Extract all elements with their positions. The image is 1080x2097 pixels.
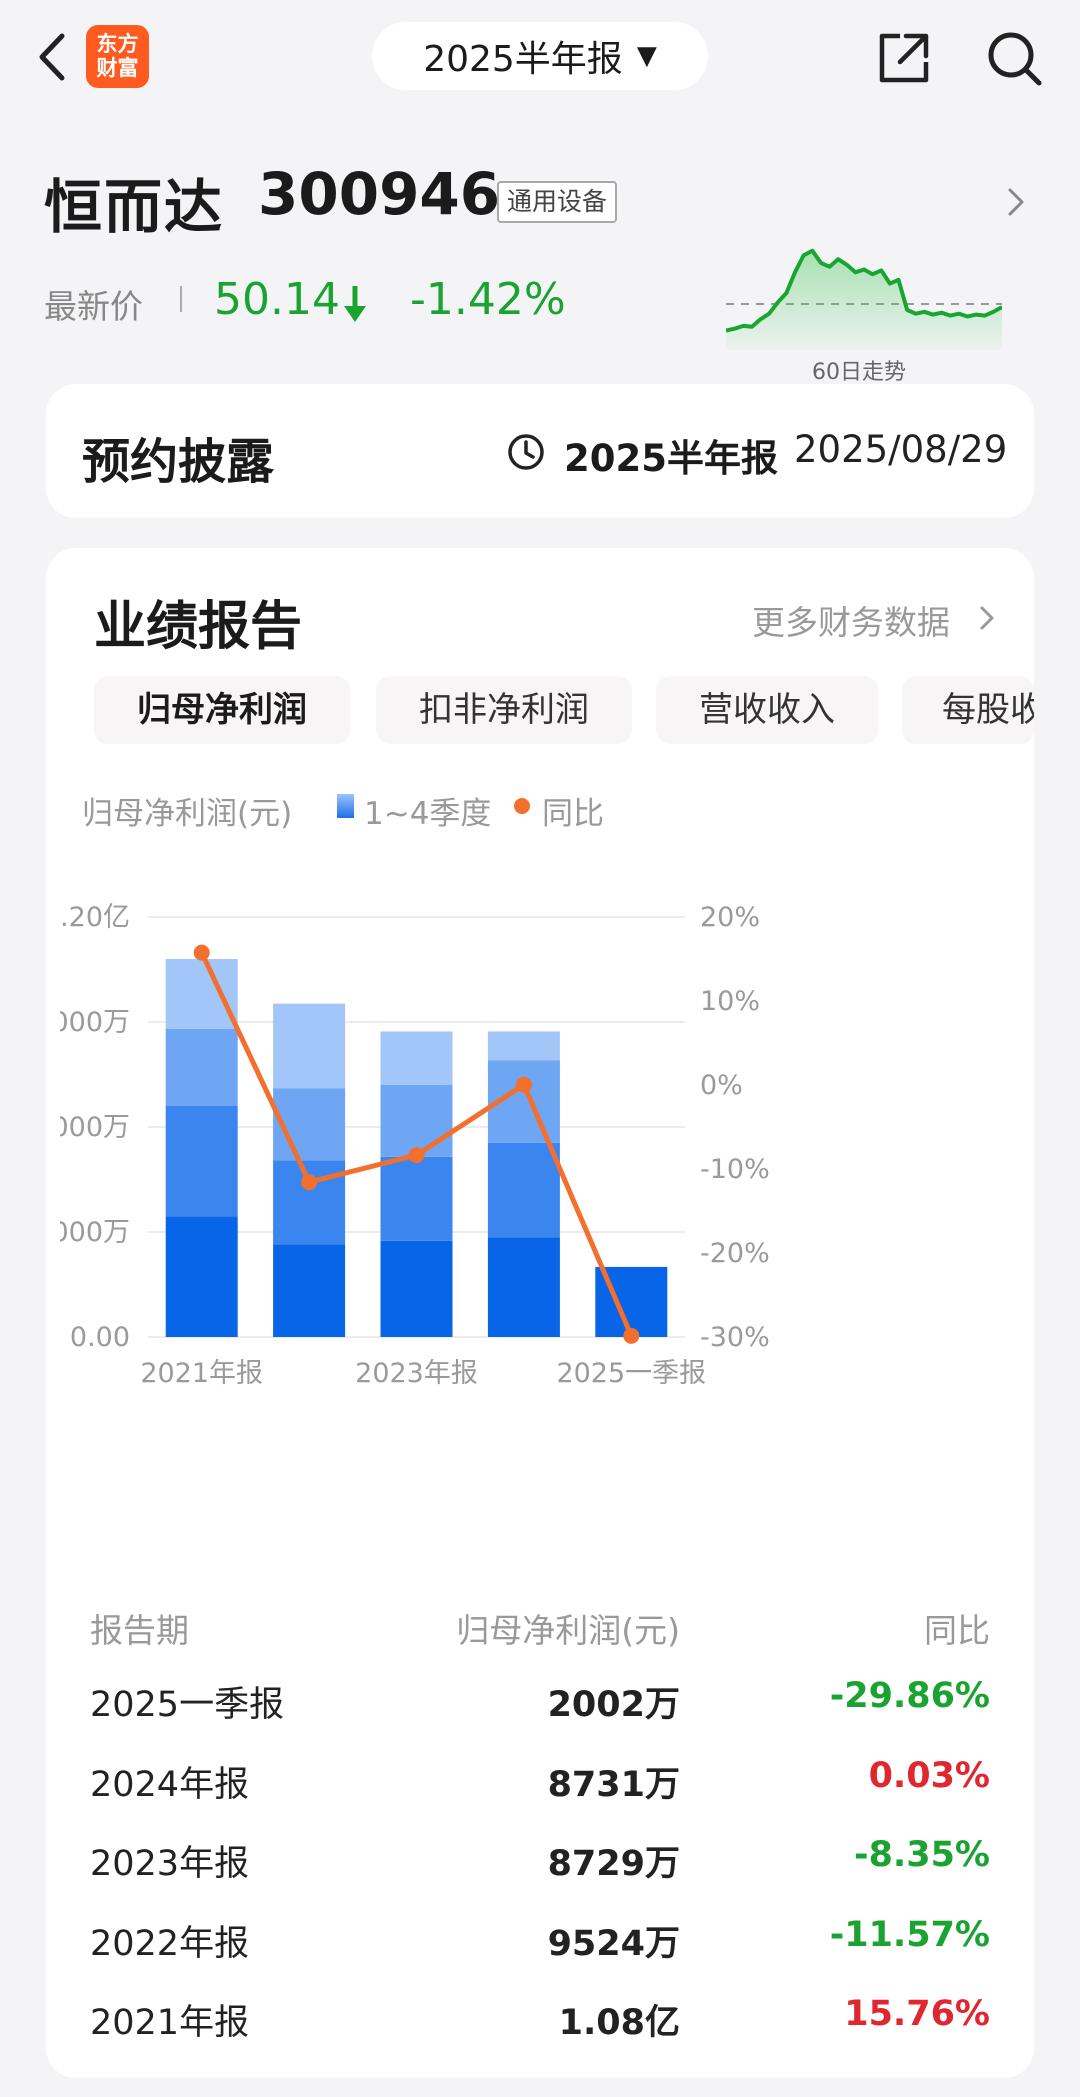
more-financial-data-link[interactable]: 更多财务数据 <box>752 603 950 642</box>
bar-segment <box>487 1237 560 1337</box>
sparkline-60day[interactable] <box>726 240 1002 350</box>
row-yoy: -11.57% <box>829 1914 990 1955</box>
bar-segment <box>273 1003 346 1089</box>
row-net-profit: 9524万 <box>547 1923 680 1964</box>
bar-segment <box>273 1244 346 1337</box>
bar-segment <box>380 1085 453 1157</box>
row-net-profit: 8731万 <box>547 1764 680 1805</box>
bar-segment <box>165 1106 238 1217</box>
tab-net-profit[interactable]: 归母净利润 <box>94 676 350 744</box>
row-period: 2022年报 <box>90 1923 250 1964</box>
table-row[interactable]: 2025一季报 2002万 -29.86% <box>0 1676 1080 1736</box>
disclosure-date: 2025/08/29 <box>794 428 1008 471</box>
top-bar: 东方 财富 2025半年报 ▼ <box>0 0 1080 120</box>
bar-segment <box>273 1088 346 1161</box>
bar-segment <box>165 1029 238 1106</box>
price-label: 最新价 <box>44 287 143 326</box>
y-right-tick-label: -10% <box>700 1154 770 1185</box>
sparkline-label: 60日走势 <box>812 360 906 385</box>
net-profit-chart[interactable]: 0.00 3000万 6000万 9000万 1.20亿 -30% -20% -10% 0% 10… <box>60 880 1020 1560</box>
tab-eps[interactable]: 每股收 <box>902 676 1034 744</box>
y-right-tick-label: 20% <box>700 902 760 933</box>
industry-tag[interactable]: 通用设备 <box>497 181 618 223</box>
table-row[interactable]: 2024年报 8731万 0.03% <box>0 1756 1080 1816</box>
logo-line-1: 东方 <box>96 32 139 56</box>
bar-segment <box>165 959 238 1029</box>
y-right-tick-label: -20% <box>700 1238 770 1269</box>
bar-segment <box>380 1031 453 1085</box>
bar-segment <box>380 1156 453 1241</box>
price-change-percent: -1.42% <box>410 274 566 325</box>
table-row[interactable]: 2023年报 8729万 -8.35% <box>0 1835 1080 1895</box>
divider <box>180 286 182 312</box>
row-yoy: 0.03% <box>868 1755 990 1796</box>
y-right-tick-label: 10% <box>700 986 760 1017</box>
y-left-tick-label: 6000万 <box>60 1112 130 1143</box>
clock-icon <box>508 434 544 470</box>
chart-legend-title: 归母净利润(元) <box>82 796 293 832</box>
yoy-point <box>193 944 210 961</box>
back-arrow-icon[interactable] <box>30 28 78 86</box>
y-right-tick-label: -30% <box>700 1322 770 1353</box>
arrow-down-icon <box>344 286 366 322</box>
logo-line-2: 财富 <box>96 56 139 80</box>
caret-down-icon: ▼ <box>636 41 657 71</box>
row-net-profit: 1.08亿 <box>558 2003 680 2043</box>
yoy-point <box>623 1327 640 1344</box>
x-tick-label: 2025一季报 <box>556 1358 706 1389</box>
yoy-point <box>515 1076 532 1093</box>
search-icon[interactable] <box>984 28 1044 88</box>
stock-name: 恒而达 <box>44 173 225 241</box>
y-left-tick-label: 3000万 <box>60 1217 130 1248</box>
yoy-point <box>408 1147 425 1164</box>
row-period: 2023年报 <box>90 1844 250 1884</box>
row-yoy: 15.76% <box>844 1994 990 2034</box>
row-period: 2021年报 <box>90 2003 250 2043</box>
report-period-label: 2025半年报 <box>423 39 623 80</box>
bar-segment <box>273 1160 346 1245</box>
bar-segment <box>165 1216 238 1337</box>
sparkline-line <box>726 248 1002 333</box>
chevron-right-icon[interactable] <box>978 604 996 632</box>
stock-code: 300946 <box>258 160 501 228</box>
tab-revenue[interactable]: 营收收入 <box>656 676 878 744</box>
disclosure-card[interactable] <box>46 384 1034 518</box>
legend-line-swatch <box>514 798 530 814</box>
table-row[interactable]: 2021年报 1.08亿 15.76% <box>0 1994 1080 2054</box>
table-header-yoy: 同比 <box>924 1611 990 1650</box>
bar-segment <box>487 1142 560 1238</box>
report-period-selector[interactable]: 2025半年报 ▼ <box>372 22 708 90</box>
disclosure-period: 2025半年报 <box>564 437 778 480</box>
disclosure-title: 预约披露 <box>82 434 275 490</box>
legend-bar-swatch <box>337 794 354 818</box>
app-logo: 东方 财富 <box>86 25 149 88</box>
performance-title: 业绩报告 <box>94 597 303 657</box>
row-yoy: -8.35% <box>854 1835 990 1875</box>
yoy-point <box>301 1174 318 1191</box>
row-period: 2024年报 <box>90 1764 250 1805</box>
y-left-tick-label: 1.20亿 <box>60 902 130 933</box>
row-yoy: -29.86% <box>829 1676 990 1716</box>
bar-segment <box>380 1240 453 1337</box>
table-header-value: 归母净利润(元) <box>456 1611 680 1650</box>
x-tick-label: 2021年报 <box>140 1358 263 1389</box>
legend-line-label: 同比 <box>542 796 604 832</box>
tab-deducted-net-profit[interactable]: 扣非净利润 <box>376 676 632 744</box>
row-net-profit: 2002万 <box>547 1685 680 1725</box>
x-tick-label: 2023年报 <box>355 1358 478 1389</box>
share-icon[interactable] <box>876 30 932 86</box>
legend-bar-label: 1~4季度 <box>364 796 492 832</box>
table-row[interactable]: 2022年报 9524万 -11.57% <box>0 1915 1080 1975</box>
latest-price: 50.14 <box>214 274 340 325</box>
sparkline-area <box>726 250 1002 350</box>
table-header-period: 报告期 <box>90 1611 189 1650</box>
row-period: 2025一季报 <box>90 1685 285 1725</box>
y-left-tick-label: 9000万 <box>60 1007 130 1038</box>
y-left-tick-label: 0.00 <box>70 1322 130 1353</box>
y-right-tick-label: 0% <box>700 1070 743 1101</box>
row-net-profit: 8729万 <box>547 1844 680 1884</box>
chevron-right-icon[interactable] <box>1004 184 1028 220</box>
bar-segment <box>487 1031 560 1061</box>
